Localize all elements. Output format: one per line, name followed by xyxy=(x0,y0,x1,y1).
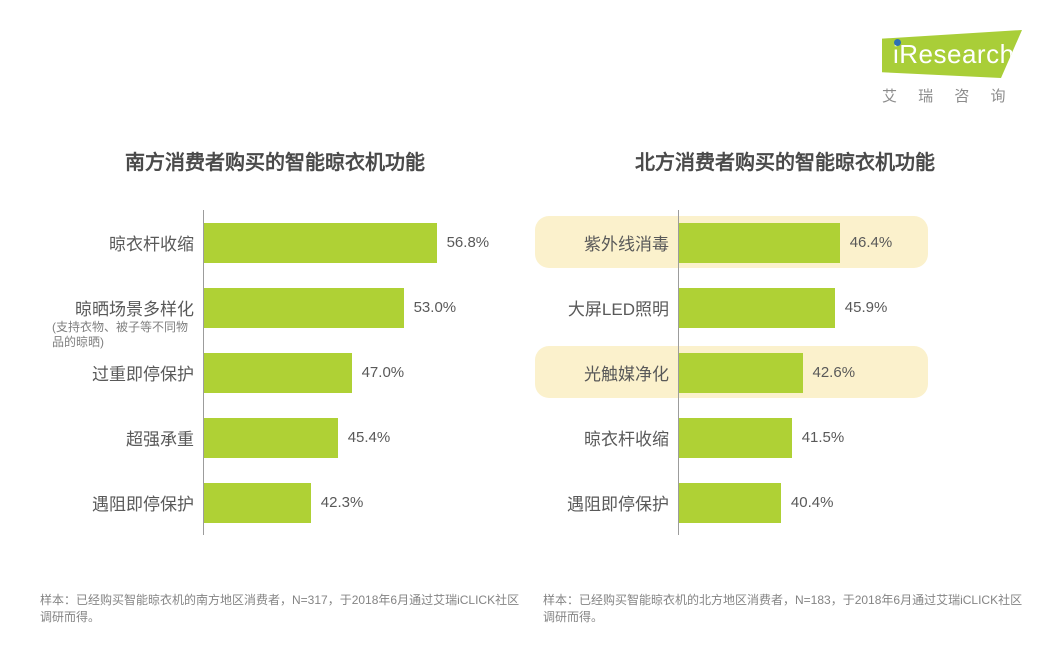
chart-row: 过重即停保护 47.0% xyxy=(40,340,520,405)
category-label: 晾衣杆收缩 xyxy=(40,230,203,255)
chart-row: 大屏LED照明 45.9% xyxy=(535,275,1035,340)
value-label: 42.6% xyxy=(812,364,856,381)
bar xyxy=(679,352,803,393)
bar-chart-north: 紫外线消毒 46.4% 大屏LED照明 45.9% 光触媒净化 42.6% 晾衣杆收缩 41.… xyxy=(535,210,1035,535)
bar-area: 42.6% xyxy=(678,340,1035,405)
bar xyxy=(204,417,338,458)
bar-area: 45.4% xyxy=(203,405,520,470)
bar xyxy=(204,222,437,263)
bar xyxy=(204,352,352,393)
bar-area: 46.4% xyxy=(678,210,1035,275)
footnote-north: 样本：已经购买智能晾衣机的北方地区消费者，N=183，于2018年6月通过艾瑞i… xyxy=(543,593,1023,624)
chart-row: 晾衣杆收缩 41.5% xyxy=(535,405,1035,470)
category-label-text: 过重即停保护 xyxy=(92,365,194,384)
bar-area: 41.5% xyxy=(678,405,1035,470)
category-label-text: 超强承重 xyxy=(126,430,194,449)
value-label: 46.4% xyxy=(849,234,893,251)
value-label: 56.8% xyxy=(446,234,490,251)
value-label: 40.4% xyxy=(790,494,834,511)
iresearch-logo-banner: iResearch xyxy=(882,30,1022,78)
bar-area: 40.4% xyxy=(678,470,1035,535)
category-label: 晾晒场景多样化 (支持衣物、被子等不同物品的晾晒) xyxy=(40,295,203,349)
bar xyxy=(679,482,781,523)
bar xyxy=(679,287,835,328)
bar xyxy=(204,287,404,328)
category-label-text: 遇阻即停保护 xyxy=(567,495,669,514)
value-label: 45.4% xyxy=(347,429,391,446)
bar-area: 53.0% xyxy=(203,275,520,340)
category-label-text: 遇阻即停保护 xyxy=(92,495,194,514)
logo-chinese-name: 艾 瑞 咨 询 xyxy=(882,88,1006,105)
chart-row: 光触媒净化 42.6% xyxy=(535,340,1035,405)
bar-area: 47.0% xyxy=(203,340,520,405)
iresearch-logo: iResearch 艾 瑞 咨 询 xyxy=(882,30,1022,106)
category-label: 紫外线消毒 xyxy=(535,230,678,255)
bar xyxy=(204,482,311,523)
bar-chart-south: 晾衣杆收缩 56.8% 晾晒场景多样化 (支持衣物、被子等不同物品的晾晒) 53.0% 过… xyxy=(40,210,520,535)
bar xyxy=(679,222,840,263)
chart-row: 紫外线消毒 46.4% xyxy=(535,210,1035,275)
chart-row: 晾晒场景多样化 (支持衣物、被子等不同物品的晾晒) 53.0% xyxy=(40,275,520,349)
category-label: 大屏LED照明 xyxy=(535,295,678,320)
chart-row: 遇阻即停保护 42.3% xyxy=(40,470,520,535)
category-label: 晾衣杆收缩 xyxy=(535,425,678,450)
chart-title-south: 南方消费者购买的智能晾衣机功能 xyxy=(125,152,425,174)
bar-area: 56.8% xyxy=(203,210,520,275)
value-label: 47.0% xyxy=(361,364,405,381)
logo-i-dot-icon xyxy=(894,39,901,46)
bar xyxy=(679,417,792,458)
chart-row: 遇阻即停保护 40.4% xyxy=(535,470,1035,535)
category-label-text: 晾衣杆收缩 xyxy=(109,235,194,254)
category-label: 过重即停保护 xyxy=(40,360,203,385)
logo-brand-text: iResearch xyxy=(893,39,1015,69)
category-label: 遇阻即停保护 xyxy=(40,490,203,515)
category-label: 光触媒净化 xyxy=(535,360,678,385)
value-label: 42.3% xyxy=(320,494,364,511)
category-label-text: 紫外线消毒 xyxy=(584,235,669,254)
value-label: 45.9% xyxy=(844,299,888,316)
footnote-south: 样本：已经购买智能晾衣机的南方地区消费者，N=317，于2018年6月通过艾瑞i… xyxy=(40,593,520,624)
category-label: 遇阻即停保护 xyxy=(535,490,678,515)
chart-row: 超强承重 45.4% xyxy=(40,405,520,470)
category-label: 超强承重 xyxy=(40,425,203,450)
chart-title-north: 北方消费者购买的智能晾衣机功能 xyxy=(635,152,935,174)
bar-area: 45.9% xyxy=(678,275,1035,340)
category-label-text: 晾晒场景多样化 xyxy=(75,300,194,319)
chart-row: 晾衣杆收缩 56.8% xyxy=(40,210,520,275)
category-label-text: 大屏LED照明 xyxy=(567,300,669,319)
value-label: 53.0% xyxy=(413,299,457,316)
category-note: (支持衣物、被子等不同物品的晾晒) xyxy=(52,319,188,349)
bar-area: 42.3% xyxy=(203,470,520,535)
category-label-text: 光触媒净化 xyxy=(584,365,669,384)
category-label-text: 晾衣杆收缩 xyxy=(584,430,669,449)
value-label: 41.5% xyxy=(801,429,845,446)
